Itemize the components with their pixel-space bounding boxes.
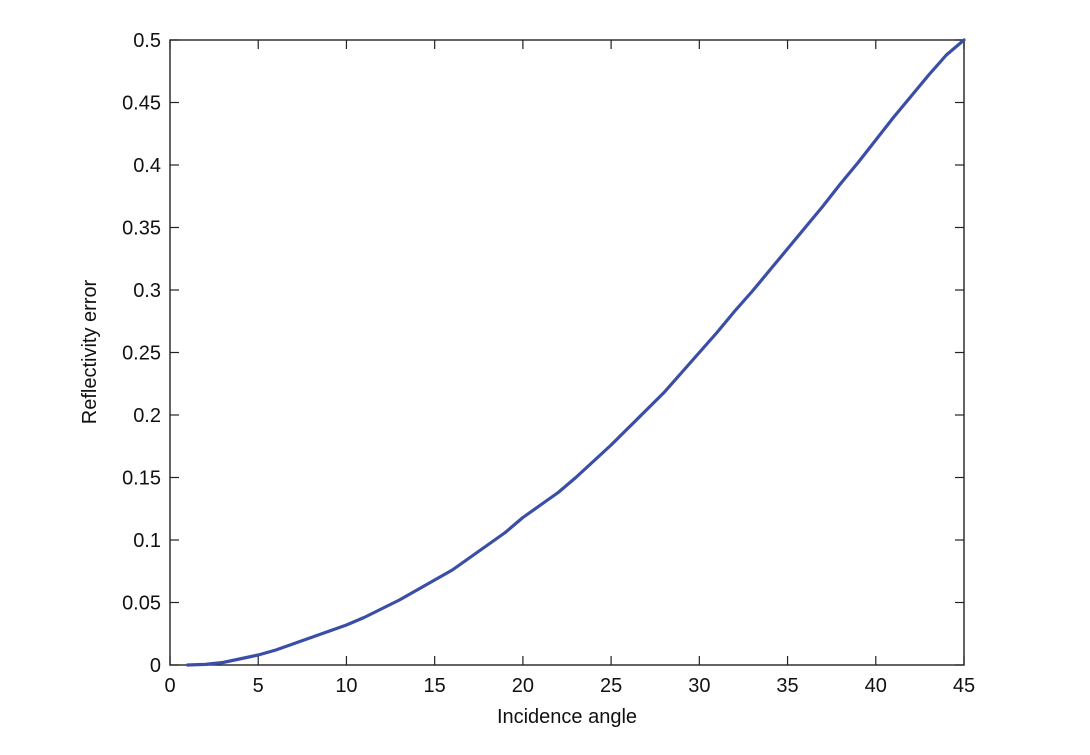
x-tick-label: 5 (253, 675, 264, 697)
y-tick-label: 0.05 (122, 593, 161, 615)
x-tick-label: 30 (688, 675, 710, 697)
x-tick-label: 45 (953, 675, 975, 697)
x-tick-label: 40 (865, 675, 887, 697)
y-axis: 0 0.05 0.1 0.15 0.2 0.25 0.3 0.35 0.4 0.45 0.5 (122, 30, 964, 677)
y-tick-label: 0.15 (122, 468, 161, 490)
y-tick-label: 0.25 (122, 343, 161, 365)
x-tick-label: 35 (776, 675, 798, 697)
y-axis-label: Reflectivity error (79, 279, 101, 424)
plot-area (169, 39, 965, 666)
x-axis: 0 5 10 15 20 25 30 35 40 45 (164, 40, 975, 697)
y-tick-label: 0.1 (133, 530, 161, 552)
y-tick-label: 0.2 (133, 405, 161, 427)
x-tick-label: 15 (424, 675, 446, 697)
x-tick-label: 0 (164, 675, 175, 697)
y-tick-label: 0.4 (133, 155, 161, 177)
x-axis-label: Incidence angle (497, 706, 637, 728)
y-tick-label: 0.5 (133, 30, 161, 52)
x-tick-label: 20 (512, 675, 534, 697)
x-tick-label: 25 (600, 675, 622, 697)
series-line (186, 38, 966, 667)
y-tick-label: 0.35 (122, 218, 161, 240)
y-tick-label: 0.3 (133, 280, 161, 302)
x-tick-label: 10 (335, 675, 357, 697)
y-tick-label: 0.45 (122, 93, 161, 115)
y-tick-label: 0 (150, 655, 161, 677)
